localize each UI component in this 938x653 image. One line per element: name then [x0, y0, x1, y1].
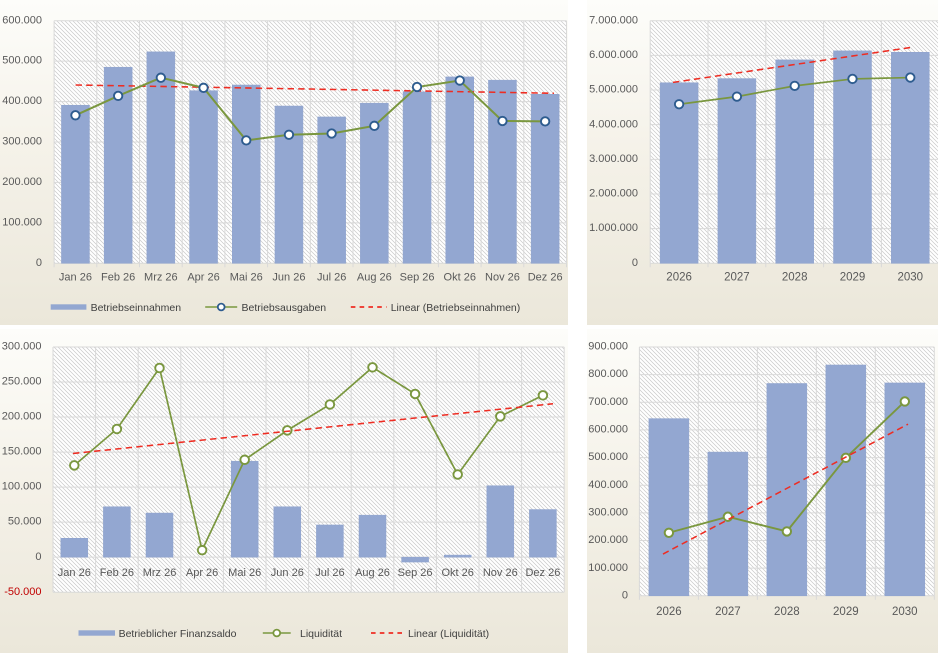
svg-text:Linear (Liquidität): Linear (Liquidität)	[408, 628, 489, 640]
svg-text:Betriebseinnahmen: Betriebseinnahmen	[91, 302, 182, 314]
svg-text:5.000.000: 5.000.000	[589, 84, 638, 96]
svg-text:0: 0	[36, 257, 42, 269]
svg-text:100.000: 100.000	[2, 216, 42, 228]
svg-text:0: 0	[622, 589, 628, 601]
svg-text:Betriebsausgaben: Betriebsausgaben	[242, 302, 327, 314]
svg-text:2029: 2029	[833, 606, 859, 618]
svg-text:50.000: 50.000	[8, 516, 42, 528]
svg-text:2027: 2027	[715, 606, 741, 618]
svg-text:500.000: 500.000	[2, 55, 42, 67]
svg-text:Aug 26: Aug 26	[355, 567, 390, 579]
svg-text:2.000.000: 2.000.000	[589, 188, 638, 200]
svg-text:Nov 26: Nov 26	[483, 567, 518, 579]
svg-text:200.000: 200.000	[2, 176, 42, 188]
svg-text:900.000: 900.000	[588, 341, 628, 353]
svg-text:2029: 2029	[840, 272, 866, 284]
svg-text:Okt 26: Okt 26	[441, 567, 473, 579]
svg-text:Apr 26: Apr 26	[187, 272, 219, 284]
svg-text:400.000: 400.000	[2, 95, 42, 107]
svg-text:100.000: 100.000	[588, 562, 628, 574]
svg-text:2026: 2026	[666, 272, 692, 284]
svg-text:2028: 2028	[774, 606, 800, 618]
svg-text:2030: 2030	[892, 606, 918, 618]
svg-text:7.000.000: 7.000.000	[589, 14, 638, 26]
svg-text:Sep 26: Sep 26	[398, 567, 433, 579]
svg-text:Liquidität: Liquidität	[300, 628, 342, 640]
svg-text:2026: 2026	[656, 606, 682, 618]
svg-text:400.000: 400.000	[588, 479, 628, 491]
svg-text:Apr 26: Apr 26	[186, 567, 218, 579]
svg-text:300.000: 300.000	[2, 341, 42, 353]
svg-text:200.000: 200.000	[588, 534, 628, 546]
svg-text:Sep 26: Sep 26	[400, 272, 435, 284]
svg-text:3.000.000: 3.000.000	[589, 153, 638, 165]
svg-text:600.000: 600.000	[2, 14, 42, 26]
svg-text:Dez 26: Dez 26	[528, 272, 563, 284]
svg-text:Jul 26: Jul 26	[317, 272, 346, 284]
svg-text:150.000: 150.000	[2, 446, 42, 458]
svg-text:0: 0	[35, 551, 41, 563]
svg-text:Feb 26: Feb 26	[101, 272, 135, 284]
svg-text:500.000: 500.000	[588, 451, 628, 463]
svg-text:Jul 26: Jul 26	[315, 567, 344, 579]
svg-text:Dez 26: Dez 26	[525, 567, 560, 579]
svg-text:Aug 26: Aug 26	[357, 272, 392, 284]
svg-text:Nov 26: Nov 26	[485, 272, 520, 284]
svg-text:0: 0	[632, 257, 638, 269]
svg-text:-50.000: -50.000	[4, 586, 41, 598]
svg-text:250.000: 250.000	[2, 376, 42, 388]
svg-text:2028: 2028	[782, 272, 808, 284]
svg-text:1.000.000: 1.000.000	[589, 222, 638, 234]
svg-text:2027: 2027	[724, 272, 750, 284]
svg-text:2030: 2030	[898, 272, 924, 284]
svg-text:200.000: 200.000	[2, 411, 42, 423]
svg-text:Okt 26: Okt 26	[444, 272, 476, 284]
svg-text:Jun 26: Jun 26	[272, 272, 305, 284]
svg-text:Mrz 26: Mrz 26	[143, 567, 177, 579]
svg-text:Mai 26: Mai 26	[230, 272, 263, 284]
svg-text:700.000: 700.000	[588, 396, 628, 408]
svg-text:4.000.000: 4.000.000	[589, 118, 638, 130]
svg-text:600.000: 600.000	[588, 424, 628, 436]
svg-text:Linear (Betriebseinnahmen): Linear (Betriebseinnahmen)	[391, 302, 521, 314]
svg-text:Jan 26: Jan 26	[59, 272, 92, 284]
svg-text:300.000: 300.000	[588, 506, 628, 518]
svg-text:Mai 26: Mai 26	[228, 567, 261, 579]
svg-text:6.000.000: 6.000.000	[589, 49, 638, 61]
svg-text:100.000: 100.000	[2, 481, 42, 493]
svg-text:Mrz 26: Mrz 26	[144, 272, 178, 284]
svg-text:Jan 26: Jan 26	[58, 567, 91, 579]
svg-text:Feb 26: Feb 26	[100, 567, 134, 579]
svg-text:800.000: 800.000	[588, 368, 628, 380]
svg-text:300.000: 300.000	[2, 136, 42, 148]
svg-text:Betrieblicher Finanzsaldo: Betrieblicher Finanzsaldo	[119, 628, 237, 640]
svg-text:Jun 26: Jun 26	[271, 567, 304, 579]
